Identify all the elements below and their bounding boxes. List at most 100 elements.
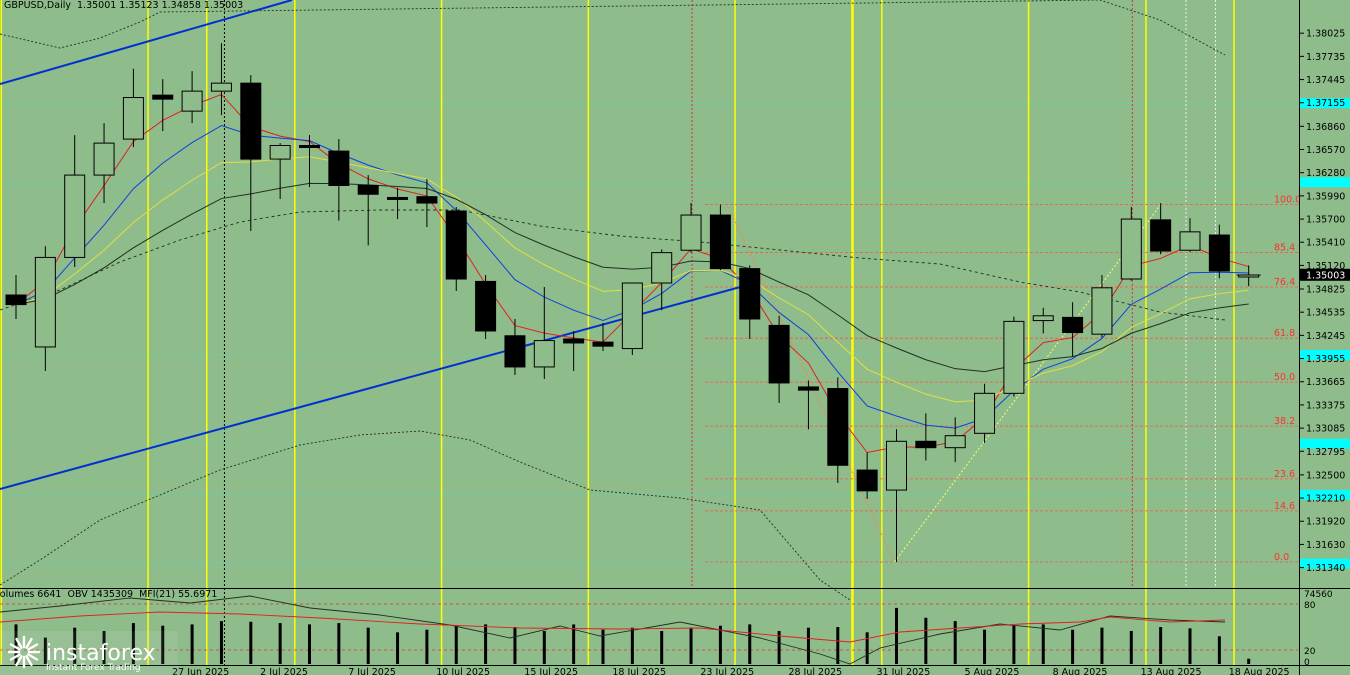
price-tick-label: 1.33955: [1306, 354, 1345, 365]
candle-bullish: [944, 435, 966, 449]
candle-bullish: [1003, 320, 1025, 394]
candle-bullish: [651, 252, 673, 284]
price-tick-label: 1.34825: [1306, 285, 1345, 296]
date-axis-label: 31 Jul 2025: [877, 667, 931, 675]
price-tick-label: 1.35700: [1306, 215, 1345, 226]
date-axis-label: 27 Jun 2025: [172, 667, 229, 675]
candle-bullish: [122, 97, 144, 140]
bollinger-upper-band: [0, 0, 1226, 56]
candle-bullish: [64, 174, 86, 258]
level-marker: [1300, 349, 1350, 360]
candle-bullish: [533, 340, 555, 368]
candle-bearish: [5, 294, 27, 306]
date-axis-label: 18 Aug 2025: [1229, 667, 1290, 675]
candle-bearish: [797, 386, 819, 391]
date-axis-label: 10 Jul 2025: [436, 667, 490, 675]
candle-bullish: [1120, 218, 1142, 280]
fib-level-label: 100.0: [1274, 195, 1301, 206]
level-marker: [1300, 558, 1350, 569]
price-tick-label: 1.33375: [1306, 400, 1345, 411]
date-axis-label: 23 Jul 2025: [700, 667, 754, 675]
candle-bullish: [1091, 287, 1113, 335]
candle-bullish: [269, 145, 291, 160]
price-tick-label: 1.36570: [1306, 145, 1345, 156]
candle-bullish: [210, 82, 232, 92]
price-tick-label: 1.34245: [1306, 331, 1345, 342]
current-price-label: 1.35003: [1306, 270, 1345, 281]
price-tick-label: 1.36280: [1306, 168, 1345, 179]
candle-bullish: [680, 214, 702, 251]
price-tick-label: 1.32210: [1306, 494, 1345, 505]
date-axis-label: 28 Jul 2025: [788, 667, 842, 675]
fib-diagonal-line: [727, 206, 895, 563]
price-tick-label: 1.38025: [1306, 29, 1345, 40]
date-axis-label: 5 Aug 2025: [965, 667, 1020, 675]
fib-level-label: 23.6: [1274, 469, 1295, 480]
bollinger-mid-band: [0, 209, 1226, 321]
candle-bullish: [181, 90, 203, 112]
fib-level-label: 0.0: [1274, 552, 1289, 563]
candle-bearish: [357, 184, 379, 195]
volume-panel-header: Volumes 6641 OBV 1435309 MFI(21) 55.6971: [0, 589, 218, 600]
candle-bearish: [475, 280, 497, 332]
candle-bullish: [34, 256, 56, 348]
candle-bearish: [504, 335, 526, 368]
price-tick-label: 1.31920: [1306, 517, 1345, 528]
candle-bearish: [240, 82, 262, 160]
candle-bearish: [768, 324, 790, 384]
fib-level-label: 38.2: [1274, 416, 1295, 427]
ma-black-line: [15, 182, 1249, 373]
price-tick-label: 1.37155: [1306, 98, 1345, 109]
fib-level-label: 50.0: [1274, 372, 1295, 383]
candle-bearish: [1150, 219, 1172, 252]
candle-bullish: [1032, 315, 1054, 322]
price-tick-label: 1.33085: [1306, 424, 1345, 435]
level-marker: [1300, 489, 1350, 500]
price-tick-label: 1.35410: [1306, 238, 1345, 249]
price-tick-label: 1.31340: [1306, 563, 1345, 574]
price-tick-label: 1.33665: [1306, 377, 1345, 388]
date-axis-label: 13 Aug 2025: [1141, 667, 1202, 675]
mfi-line: [0, 611, 1226, 643]
price-tick-label: 1.32500: [1306, 470, 1345, 481]
candle-bullish: [886, 440, 907, 491]
price-tick-label: 1.32795: [1306, 447, 1345, 458]
volume-axis-label: 20: [1304, 647, 1316, 657]
volume-axis-label: 80: [1304, 601, 1316, 611]
candle-bearish: [1208, 234, 1230, 272]
level-marker: [1300, 177, 1350, 188]
level-marker: [1300, 438, 1350, 449]
date-axis-label: 15 Jul 2025: [524, 667, 578, 675]
candle-bearish: [299, 145, 320, 149]
candle-bearish: [739, 268, 761, 320]
date-axis-label: 18 Jul 2025: [612, 667, 666, 675]
candle-bullish: [621, 282, 643, 350]
candle-bearish: [915, 440, 937, 449]
fib-level-label: 85.4: [1274, 243, 1295, 254]
volume-axis-label: 74560: [1304, 590, 1333, 600]
candle-bearish: [328, 150, 350, 186]
volume-area: [0, 589, 1300, 675]
level-marker: [1300, 98, 1350, 109]
svg-text:Instant Forex Trading: Instant Forex Trading: [46, 663, 141, 673]
price-tick-label: 1.37735: [1306, 52, 1345, 63]
candle-bullish: [1179, 231, 1201, 251]
volume-axis-label: 0: [1304, 658, 1310, 668]
candle-bearish: [856, 469, 878, 492]
date-axis-label: 8 Aug 2025: [1053, 667, 1108, 675]
price-tick-label: 1.35990: [1306, 191, 1345, 202]
candle-bearish: [416, 196, 438, 204]
bollinger-lower-band: [0, 430, 851, 601]
trend-line-lower: [0, 286, 741, 490]
instaforex-logo: [0, 631, 178, 675]
trend-line-upper: [0, 0, 293, 85]
fib-level-label: 76.4: [1274, 277, 1295, 288]
svg-text:instaforex: instaforex: [46, 641, 156, 666]
price-tick-label: 1.37445: [1306, 75, 1345, 86]
symbol-header: GBPUSD,Daily 1.35001 1.35123 1.34858 1.3…: [4, 0, 244, 11]
candle-bearish: [709, 214, 731, 270]
fib-level-label: 14.6: [1274, 501, 1295, 512]
